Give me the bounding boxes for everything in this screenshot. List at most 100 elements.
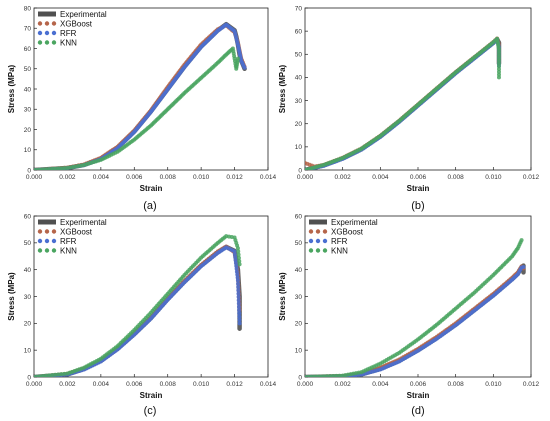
legend-label: RFR [60,29,77,38]
chart-panel-3: 0.000 0.002 0.004 0.006 0.008 0.010 0.012 0.014… [7,213,277,417]
y-tick-label: 40 [295,75,303,82]
legend-swatch-knn [315,248,321,253]
y-tick-label: 20 [24,321,32,328]
y-tick-label: 50 [295,52,303,59]
x-tick-label: 0.004 [93,174,110,181]
legend-swatch-xgboost [51,21,57,26]
y-tick-label: 0 [298,374,302,381]
y-tick-label: 50 [24,240,32,247]
data-point-knn [496,53,501,58]
data-point-rfr [236,291,241,296]
x-tick-label: 0.012 [226,381,243,388]
y-tick-label: 10 [24,347,32,354]
panel-label: (d) [411,405,424,417]
data-point-rfr [237,308,242,313]
y-tick-label: 70 [24,26,32,33]
y-tick-label: 30 [295,294,303,301]
legend-swatch-rfr [315,238,321,244]
x-axis-label: Strain [407,391,430,400]
legend-swatch-knn [308,248,314,253]
x-tick-label: 0.004 [372,174,389,181]
panel-label: (b) [411,200,424,212]
data-point-rfr [235,272,240,277]
data-point-knn [496,61,501,66]
legend-label: Experimental [60,10,107,19]
data-point-knn [496,75,501,80]
data-point-rfr [237,314,242,319]
data-point-rfr [233,261,238,266]
legend-swatch-knn [37,40,43,45]
x-tick-label: 0.012 [523,381,540,388]
x-tick-label: 0.000 [297,381,314,388]
panel-label: (a) [143,200,156,212]
x-axis-label: Strain [140,391,163,400]
y-tick-label: 30 [24,107,32,114]
x-tick-label: 0.004 [93,381,110,388]
data-point-knn [237,259,242,264]
x-tick-label: 0.010 [193,381,210,388]
data-point-knn [496,69,501,74]
legend-swatch-xgboost [51,229,57,234]
data-point-rfr [236,298,241,303]
data-point-rfr [237,321,242,326]
legend-swatch-rfr [37,30,43,36]
data-point-knn [44,373,49,377]
data-point-rfr [236,285,241,290]
data-point-rfr [234,269,239,274]
data-point-knn [44,167,49,170]
x-tick-label: 0.012 [226,174,243,181]
legend-swatch-rfr [308,238,314,244]
data-point-knn [312,374,317,377]
legend-label: KNN [60,39,77,48]
series-group [34,21,247,170]
data-point-knn [41,167,46,170]
data-point-rfr [235,278,240,283]
data-point-knn [236,249,241,254]
x-axis-label: Strain [407,184,430,193]
panel-label: (c) [144,405,157,417]
data-point-knn [47,373,52,377]
x-tick-label: 0.014 [260,381,277,388]
data-point-knn [50,373,55,377]
x-tick-label: 0.008 [160,381,177,388]
data-point-knn [321,374,326,377]
data-point-knn [47,167,52,170]
x-tick-label: 0.000 [26,381,43,388]
legend-swatch-rfr [322,238,328,244]
legend-label: Experimental [60,218,107,227]
data-point-knn [53,372,58,377]
x-tick-label: 0.000 [297,174,314,181]
chart-panel-2: 0.000 0.002 0.004 0.006 0.008 0.010 0.012 0 10 20… [278,5,540,212]
y-tick-label: 40 [24,86,32,93]
data-point-knn [56,166,61,170]
legend-swatch-rfr [51,238,57,244]
data-point-knn [62,166,67,170]
y-tick-label: 0 [27,374,31,381]
x-tick-label: 0.010 [485,381,502,388]
y-tick-label: 0 [27,167,31,174]
data-point-rfr [234,263,239,268]
y-tick-label: 10 [24,147,32,154]
y-tick-label: 80 [24,5,32,12]
data-point-knn [59,372,64,377]
x-tick-label: 0.012 [523,174,540,181]
data-point-knn [35,374,40,377]
data-point-knn [496,55,501,60]
data-point-knn [496,47,501,52]
y-tick-label: 0 [298,167,302,174]
data-point-knn [324,374,329,377]
data-point-knn [235,56,240,61]
data-point-knn [38,374,43,377]
y-tick-label: 30 [295,98,303,105]
x-tick-label: 0.008 [160,174,177,181]
series-group [305,36,502,170]
y-tick-label: 50 [295,240,303,247]
data-point-knn [53,166,58,170]
data-point-knn [59,166,64,170]
data-point-rfr [234,266,239,271]
x-tick-label: 0.006 [126,174,143,181]
x-tick-label: 0.002 [335,381,352,388]
x-tick-label: 0.010 [485,174,502,181]
x-tick-label: 0.006 [126,381,143,388]
